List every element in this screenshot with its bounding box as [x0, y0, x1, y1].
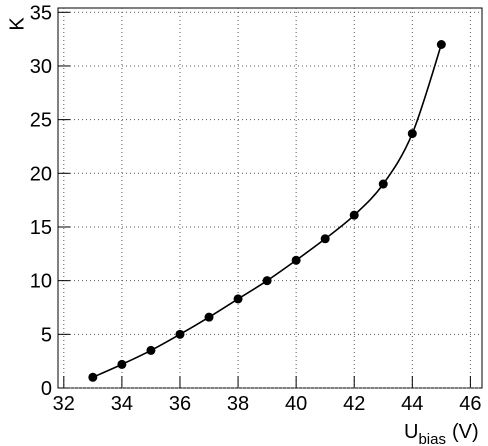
point	[262, 276, 272, 286]
y-tick-label: 20	[30, 163, 52, 185]
point	[88, 372, 98, 382]
y-tick-label: 25	[30, 110, 52, 132]
x-tick-label: 42	[343, 393, 365, 415]
point	[233, 294, 243, 304]
y-axis-label: K	[6, 17, 28, 31]
x-tick-label: 44	[401, 393, 423, 415]
point	[146, 345, 156, 355]
point	[349, 210, 359, 220]
point	[204, 312, 214, 322]
x-tick-label: 46	[459, 393, 481, 415]
y-tick-label: 30	[30, 56, 52, 78]
point	[407, 129, 417, 139]
y-tick-label: 5	[41, 324, 52, 346]
x-tick-label: 34	[111, 393, 133, 415]
y-tick-label: 10	[30, 271, 52, 293]
point	[320, 234, 330, 244]
point	[175, 329, 185, 339]
x-axis-label-sub: bias	[418, 431, 446, 446]
x-axis-label-unit: (V)	[452, 421, 479, 443]
point	[378, 179, 388, 189]
y-tick-label: 0	[41, 378, 52, 400]
x-axis-label: Ubias (V)	[404, 421, 479, 446]
point	[436, 39, 446, 49]
x-tick-label: 36	[169, 393, 191, 415]
point	[117, 359, 127, 369]
line	[92, 44, 443, 378]
x-tick-label: 40	[285, 393, 307, 415]
x-axis-label-main: U	[404, 421, 418, 443]
x-tick-label: 38	[227, 393, 249, 415]
y-tick-label: 35	[30, 2, 52, 24]
y-tick-label: 15	[30, 217, 52, 239]
point	[291, 255, 301, 265]
x-tick-label: 32	[53, 393, 75, 415]
